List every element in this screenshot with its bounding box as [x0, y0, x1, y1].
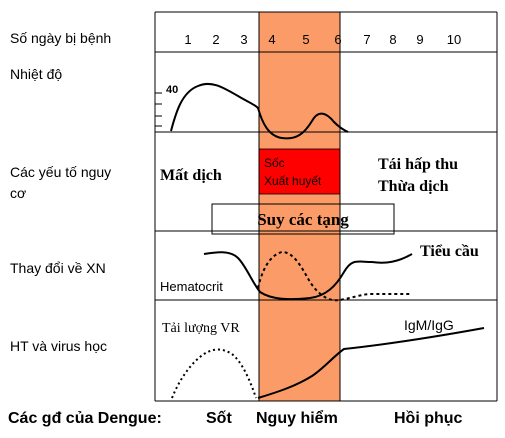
- day-label: 1: [184, 32, 192, 47]
- row-label-temperature: Nhiệt độ: [10, 66, 63, 82]
- viral-load-curve: [171, 348, 257, 399]
- day-label: 10: [446, 32, 462, 47]
- day-label: 5: [302, 32, 310, 47]
- day-label: 2: [212, 32, 220, 47]
- day-label: 8: [389, 32, 397, 47]
- organ-failure-label: Suy các tạng: [257, 210, 349, 229]
- day-label: 7: [363, 32, 371, 47]
- row-label-serology: HT và virus học: [10, 338, 107, 354]
- reabsorb-label: Tái hấp thu: [378, 156, 459, 173]
- hematocrit-curve: [257, 250, 412, 302]
- row-label-days-sick: Số ngày bị bệnh: [10, 30, 112, 46]
- temperature-ticks: [155, 92, 162, 127]
- day-label: 6: [334, 32, 342, 47]
- row-label-risk-factors-1: Các yếu tố nguy: [10, 164, 112, 180]
- shock-hemorrhage-box: [258, 148, 341, 195]
- grid-frame: [154, 11, 498, 402]
- hematocrit-label: Hematocrit: [160, 279, 223, 294]
- row-label-lab-changes: Thay đổi về XN: [10, 260, 106, 276]
- platelet-curve: [203, 251, 413, 301]
- phases-title: Các gđ của Dengue:: [8, 410, 162, 427]
- phase-fever: Sốt: [206, 410, 232, 427]
- day-label: 3: [240, 32, 248, 47]
- organ-failure-box: [211, 203, 395, 235]
- igm-igg-curve: [257, 327, 485, 399]
- platelet-label: Tiểu cầu: [420, 243, 479, 260]
- phase-critical: Nguy hiểm: [256, 410, 338, 427]
- critical-phase-band: [259, 12, 340, 401]
- day-label: 4: [268, 32, 276, 47]
- igm-igg-label: IgM/IgG: [404, 317, 454, 333]
- fluid-overload-label: Thừa dịch: [378, 178, 449, 195]
- viral-load-label: Tải lượng VR: [162, 321, 240, 336]
- day-label: 9: [416, 32, 424, 47]
- row-label-risk-factors-2: cơ: [10, 185, 27, 201]
- temperature-tick-label: 40: [166, 84, 179, 96]
- hemorrhage-label: Xuất huyết: [264, 174, 322, 188]
- shock-label: Sốc: [264, 156, 285, 170]
- fluid-loss-label: Mất dịch: [160, 167, 222, 184]
- phase-recovery: Hồi phục: [394, 410, 463, 427]
- temperature-curve: [170, 82, 349, 140]
